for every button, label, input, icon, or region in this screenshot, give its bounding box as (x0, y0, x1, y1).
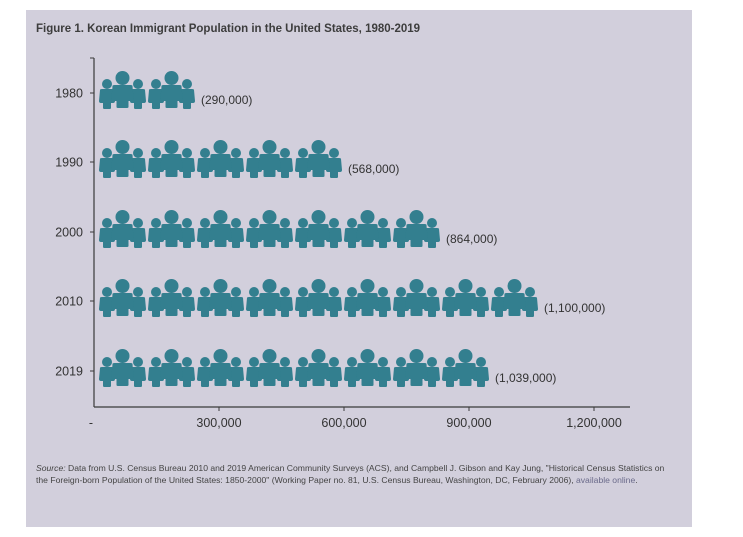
person-big-icon (356, 210, 379, 247)
person-big-icon (160, 140, 183, 177)
y-tick-label: 1990 (55, 156, 83, 170)
row-1990: 1990 (568,000) (55, 140, 399, 178)
family-icon (197, 279, 244, 317)
person-big-icon (405, 349, 428, 386)
person-big-icon (111, 279, 134, 316)
family-icon (99, 210, 146, 248)
x-tick-label: 300,000 (196, 416, 241, 430)
family-icon (99, 140, 146, 178)
person-big-icon (209, 349, 232, 386)
family-icon (148, 71, 195, 109)
family-icon (246, 140, 293, 178)
y-tick-label: 2019 (55, 365, 83, 379)
family-icon (295, 349, 342, 387)
source-end: . (635, 474, 638, 485)
family-icon (99, 71, 146, 109)
person-big-icon (111, 140, 134, 177)
person-big-icon (160, 210, 183, 247)
person-big-icon (111, 71, 134, 108)
row-2010: 2010 (1,100,000) (55, 279, 605, 317)
person-big-icon (405, 210, 428, 247)
y-tick-label: 1980 (55, 87, 83, 101)
person-big-icon (405, 279, 428, 316)
family-icon (148, 210, 195, 248)
x-tick-label: - (89, 416, 93, 430)
family-icon (295, 140, 342, 178)
person-big-icon (209, 140, 232, 177)
family-icon (295, 279, 342, 317)
data-label: (1,039,000) (495, 371, 556, 385)
family-icon (442, 349, 489, 387)
person-big-icon (503, 279, 526, 316)
family-icon (197, 349, 244, 387)
person-big-icon (209, 210, 232, 247)
person-big-icon (356, 349, 379, 386)
source-text: Data from U.S. Census Bureau 2010 and 20… (36, 463, 665, 485)
family-icon (442, 279, 489, 317)
x-tick-label: 600,000 (321, 416, 366, 430)
person-big-icon (307, 140, 330, 177)
source-label: Source: (36, 463, 66, 473)
available-online-link[interactable]: available online (575, 474, 636, 485)
person-big-icon (160, 71, 183, 108)
y-tick-label: 2010 (55, 295, 83, 309)
family-icon (295, 210, 342, 248)
family-icon (393, 210, 440, 248)
family-icon (491, 279, 538, 317)
family-icon (246, 349, 293, 387)
person-big-icon (454, 349, 477, 386)
data-label: (1,100,000) (544, 301, 605, 315)
family-icon (393, 279, 440, 317)
family-icon (344, 210, 391, 248)
data-label: (568,000) (348, 162, 399, 176)
person-big-icon (307, 279, 330, 316)
row-2019: 2019 (1,039,000) (55, 349, 556, 387)
person-big-icon (160, 349, 183, 386)
person-big-icon (111, 349, 134, 386)
family-icon (148, 140, 195, 178)
person-big-icon (209, 279, 232, 316)
data-label: (290,000) (201, 93, 252, 107)
family-icon (197, 210, 244, 248)
rows: 1980 (290,000)1990 (568,000)2000 (864,000)2… (55, 71, 605, 387)
row-2000: 2000 (864,000) (55, 210, 497, 248)
person-big-icon (307, 210, 330, 247)
row-1980: 1980 (290,000) (55, 71, 252, 109)
person-big-icon (160, 279, 183, 316)
person-big-icon (307, 349, 330, 386)
family-icon (99, 349, 146, 387)
family-icon (246, 210, 293, 248)
axes: - 300,000 600,000 900,000 1,200,000 (89, 57, 630, 430)
family-icon (148, 279, 195, 317)
person-big-icon (356, 279, 379, 316)
family-icon (344, 279, 391, 317)
person-big-icon (111, 210, 134, 247)
person-big-icon (258, 140, 281, 177)
figure-title: Figure 1. Korean Immigrant Population in… (36, 23, 421, 35)
y-tick-label: 2000 (55, 226, 83, 240)
family-icon (99, 279, 146, 317)
source-note: Source: Data from U.S. Census Bureau 201… (36, 463, 676, 486)
x-tick-label: 900,000 (446, 416, 491, 430)
family-icon (393, 349, 440, 387)
family-icon (197, 140, 244, 178)
person-big-icon (258, 210, 281, 247)
person-big-icon (258, 279, 281, 316)
x-tick-label: 1,200,000 (566, 416, 622, 430)
person-big-icon (454, 279, 477, 316)
data-label: (864,000) (446, 232, 497, 246)
person-big-icon (258, 349, 281, 386)
family-icon (344, 349, 391, 387)
family-icon (148, 349, 195, 387)
family-icon (246, 279, 293, 317)
